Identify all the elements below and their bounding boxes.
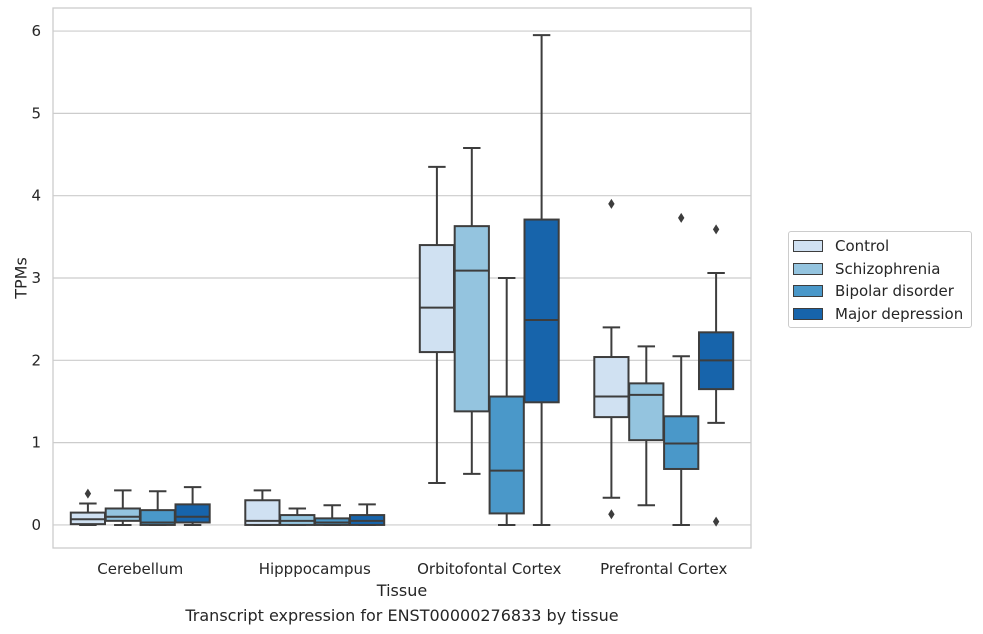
- x-axis-ticks: Cerebellum Hipppocampus Orbitofontal Corte…: [97, 560, 727, 578]
- box-orbitofontal-cortex-bipolar-disorder-iqr-box: [488, 395, 525, 515]
- box-orbitofontal-cortex-bipolar-disorder: [488, 277, 525, 526]
- x-tick-label-prefrontal-cortex: Prefrontal Cortex: [600, 560, 727, 578]
- y-tick-label-2: 2: [31, 351, 41, 369]
- y-axis-title: TPMs: [12, 257, 31, 300]
- y-tick-label-5: 5: [31, 104, 41, 122]
- box-hipppocampus-bipolar-disorder: [314, 504, 351, 526]
- box-prefrontal-cortex-schizophrenia-iqr-box: [628, 382, 665, 442]
- y-axis-ticks: 0 1 2 3 4 5 6: [31, 22, 41, 534]
- legend-label-schizophrenia: Schizophrenia: [835, 259, 941, 278]
- box-orbitofontal-cortex-control-iqr-box: [418, 244, 456, 354]
- legend-swatch-schizophrenia: [793, 262, 823, 275]
- y-tick-label-6: 6: [31, 22, 41, 40]
- box-cerebellum-major-depression-iqr-box: [174, 503, 211, 524]
- box-cerebellum-major-depression: [174, 486, 211, 526]
- box-prefrontal-cortex-schizophrenia: [628, 345, 665, 507]
- box-orbitofontal-cortex-major-depression-iqr-box: [523, 218, 560, 404]
- x-tick-label-cerebellum: Cerebellum: [97, 560, 183, 578]
- box-prefrontal-cortex-major-depression: [697, 224, 735, 527]
- plot-area-frame: [52, 7, 752, 549]
- y-tick-label-1: 1: [31, 434, 41, 452]
- series-control: [69, 165, 630, 526]
- legend: Control Schizophrenia Bipolar disorder M…: [788, 231, 972, 328]
- box-prefrontal-cortex-major-depression-outlier-0: [712, 224, 720, 235]
- box-prefrontal-cortex-bipolar-disorder-outlier-0: [678, 212, 685, 223]
- y-tick-label-3: 3: [31, 269, 41, 287]
- x-axis-title: Tissue: [376, 581, 427, 600]
- box-prefrontal-cortex-control-outlier-1: [608, 509, 615, 520]
- grid-lines: [53, 30, 751, 526]
- legend-label-control: Control: [835, 237, 890, 256]
- x-tick-label-orbitofontal-cortex: Orbitofontal Cortex: [417, 560, 561, 578]
- box-hipppocampus-schizophrenia: [279, 507, 316, 526]
- box-cerebellum-control-outlier-0: [84, 488, 92, 499]
- box-orbitofontal-cortex-schizophrenia-iqr-box: [453, 225, 490, 413]
- legend-swatch-control: [793, 240, 823, 253]
- legend-item-bipolar-disorder: Bipolar disorder: [789, 280, 971, 303]
- box-series-layer: [69, 34, 735, 527]
- box-cerebellum-schizophrenia: [104, 489, 141, 526]
- legend-label-major-depression: Major depression: [835, 304, 964, 323]
- x-tick-label-hipppocampus: Hipppocampus: [259, 560, 371, 578]
- series-major-depression: [174, 34, 735, 527]
- box-prefrontal-cortex-control: [593, 198, 630, 520]
- y-tick-label-4: 4: [31, 187, 41, 205]
- legend-item-schizophrenia: Schizophrenia: [789, 258, 971, 281]
- box-hipppocampus-control: [244, 489, 281, 526]
- box-cerebellum-control: [69, 488, 107, 526]
- legend-item-control: Control: [789, 235, 971, 258]
- legend-swatch-major-depression: [793, 307, 823, 320]
- box-prefrontal-cortex-control-iqr-box: [593, 356, 630, 419]
- legend-swatch-bipolar-disorder: [793, 285, 823, 298]
- series-schizophrenia: [104, 146, 665, 526]
- box-prefrontal-cortex-major-depression-outlier-1: [712, 516, 720, 527]
- y-tick-label-0: 0: [31, 516, 41, 534]
- figure-caption: Transcript expression for ENST0000027683…: [185, 606, 619, 625]
- box-hipppocampus-major-depression: [348, 503, 386, 526]
- legend-item-major-depression: Major depression: [789, 303, 971, 326]
- box-prefrontal-cortex-bipolar-disorder: [663, 212, 700, 526]
- box-orbitofontal-cortex-schizophrenia: [453, 146, 490, 475]
- legend-label-bipolar-disorder: Bipolar disorder: [835, 282, 954, 301]
- box-cerebellum-schizophrenia-iqr-box: [104, 507, 141, 522]
- box-prefrontal-cortex-control-outlier-0: [608, 198, 615, 209]
- box-orbitofontal-cortex-major-depression: [523, 34, 560, 526]
- box-cerebellum-bipolar-disorder: [139, 490, 176, 526]
- box-orbitofontal-cortex-control: [418, 165, 456, 484]
